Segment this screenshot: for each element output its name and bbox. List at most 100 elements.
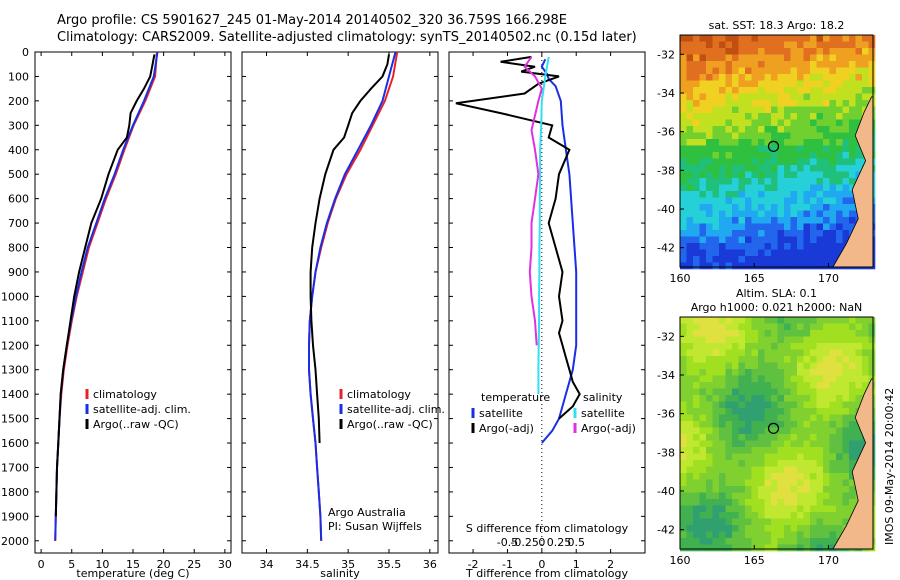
profile-panel-1: 0100200300400500600700800900100011001200… — [1, 46, 232, 580]
x-tick-label: 34.5 — [295, 558, 320, 571]
x-tick-label: 165 — [744, 554, 765, 567]
y-tick-label: -40 — [657, 485, 675, 498]
y-tick-label: 0 — [22, 46, 29, 59]
side-label: IMOS 09-May-2014 20:00:42 — [883, 388, 896, 545]
y-tick-label: 1000 — [1, 290, 29, 303]
series-line-satellite — [540, 58, 578, 444]
y-tick-label: -40 — [657, 203, 675, 216]
legend-label: climatology — [93, 388, 157, 401]
x-tick-label: 0 — [538, 558, 545, 571]
x-tick-label: 160 — [670, 272, 691, 285]
header-line1: Argo profile: CS 5901627_245 01-May-2014… — [57, 13, 567, 28]
y-tick-label: 1200 — [1, 339, 29, 352]
profile-panel-3: -2 -1 0 1 2T difference from climatology -0.5… — [448, 51, 646, 580]
y-tick-label: 700 — [8, 217, 29, 230]
sla-field — [680, 317, 876, 552]
y-tick-label: 500 — [8, 168, 29, 181]
x-tick-label: 170 — [818, 554, 839, 567]
x-tick-label: 1 — [573, 558, 580, 571]
y-tick-label: -36 — [657, 126, 675, 139]
y-tick-label: -32 — [657, 330, 675, 343]
y-tick-label: 300 — [8, 119, 29, 132]
y-tick-label: 600 — [8, 193, 29, 206]
plot-frame — [241, 51, 439, 554]
y-tick-label: 1100 — [1, 315, 29, 328]
map-title: Argo h1000: 0.021 h2000: NaN — [691, 301, 863, 314]
y-tick-label: -34 — [657, 369, 675, 382]
legend-label: Argo(-adj) — [479, 422, 534, 435]
x-tick-label: 36 — [423, 558, 437, 571]
y-tick-label: -36 — [657, 408, 675, 421]
s-tick-label: 0 — [538, 536, 545, 549]
legend-label: satellite-adj. clim. — [93, 403, 191, 416]
x-tick-label: -2 — [468, 558, 479, 571]
x-tick-label: 30 — [218, 558, 232, 571]
legend-label: satellite — [581, 407, 625, 420]
y-tick-label: 100 — [8, 70, 29, 83]
legend-label: Argo(-adj) — [581, 422, 636, 435]
series-line-argo-adj- — [455, 55, 581, 420]
map-panel-1: 160 165 170 -32 -34 -36 -38 -40 -42 sat. SST: 18.… — [657, 19, 876, 285]
y-tick-label: 800 — [8, 242, 29, 255]
y-tick-label: -42 — [657, 524, 675, 537]
x-tick-label: 35 — [341, 558, 355, 571]
x-tick-label: 170 — [818, 272, 839, 285]
x-tick-label: 34 — [260, 558, 274, 571]
y-tick-label: -38 — [657, 164, 675, 177]
legend-label: climatology — [347, 388, 411, 401]
series-line-argo-raw-qc- — [54, 54, 156, 517]
argo-location-marker — [767, 422, 780, 434]
series-line-argo-raw-qc- — [309, 54, 390, 444]
s-axis-label: S difference from climatology — [466, 522, 629, 535]
x-axis-label: salinity — [320, 567, 360, 580]
s-tick-label: -0.25 — [510, 536, 538, 549]
x-tick-label: 5 — [68, 558, 75, 571]
x-tick-label: 2 — [607, 558, 614, 571]
x-axis-label: temperature (deg C) — [76, 567, 189, 580]
x-tick-label: 0 — [38, 558, 45, 571]
x-tick-label: 160 — [670, 554, 691, 567]
legend-label: satellite-adj. clim. — [347, 403, 445, 416]
y-tick-label: 1400 — [1, 388, 29, 401]
y-tick-label: 1600 — [1, 437, 29, 450]
s-tick-label: 0.5 — [567, 536, 585, 549]
map-title: sat. SST: 18.3 Argo: 18.2 — [709, 19, 845, 32]
x-tick-label: 15 — [126, 558, 140, 571]
y-tick-label: 1800 — [1, 486, 29, 499]
map-panel-2: 160 165 170 -32 -34 -36 -38 -40 -42 Altim. SLA: 0… — [657, 287, 876, 567]
y-tick-label: 1900 — [1, 510, 29, 523]
argo-location-marker — [767, 140, 780, 152]
s-tick-label: -0.5 — [497, 536, 518, 549]
x-tick-label: 10 — [95, 558, 109, 571]
y-tick-label: 400 — [8, 144, 29, 157]
series-line-argo-adj-salinity- — [523, 56, 543, 346]
x-tick-label: 20 — [157, 558, 171, 571]
plot-frame — [34, 51, 232, 554]
y-tick-label: -42 — [657, 242, 675, 255]
legend-label: Argo(..raw -QC) — [93, 418, 179, 431]
header-line2: Climatology: CARS2009. Satellite-adjuste… — [57, 30, 637, 45]
y-tick-label: 1500 — [1, 413, 29, 426]
y-tick-label: -38 — [657, 446, 675, 459]
annotation-line: PI: Susan Wijffels — [328, 520, 422, 533]
annotation-line: Argo Australia — [328, 506, 406, 519]
legend-title: salinity — [583, 391, 623, 404]
map-frame — [679, 316, 874, 550]
series-line-satellite-salinity- — [537, 56, 550, 395]
series-line-satellite-adj-clim- — [308, 51, 397, 541]
y-tick-label: -34 — [657, 87, 675, 100]
y-tick-label: 200 — [8, 95, 29, 108]
plot-frame — [448, 51, 646, 554]
x-tick-label: -1 — [502, 558, 513, 571]
y-tick-label: -32 — [657, 48, 675, 61]
y-tick-label: 2000 — [1, 535, 29, 548]
y-tick-label: 1700 — [1, 461, 29, 474]
legend-label: satellite — [479, 407, 523, 420]
sst-field — [680, 35, 876, 270]
legend-label: Argo(..raw -QC) — [347, 418, 433, 431]
legend-title: temperature — [481, 391, 550, 404]
map-frame — [679, 34, 874, 268]
x-axis-label: T difference from climatology — [465, 567, 628, 580]
profile-panel-2: 34 34.5 35 35.5 36 salinity climatology satelli… — [241, 51, 445, 580]
y-tick-label: 900 — [8, 266, 29, 279]
